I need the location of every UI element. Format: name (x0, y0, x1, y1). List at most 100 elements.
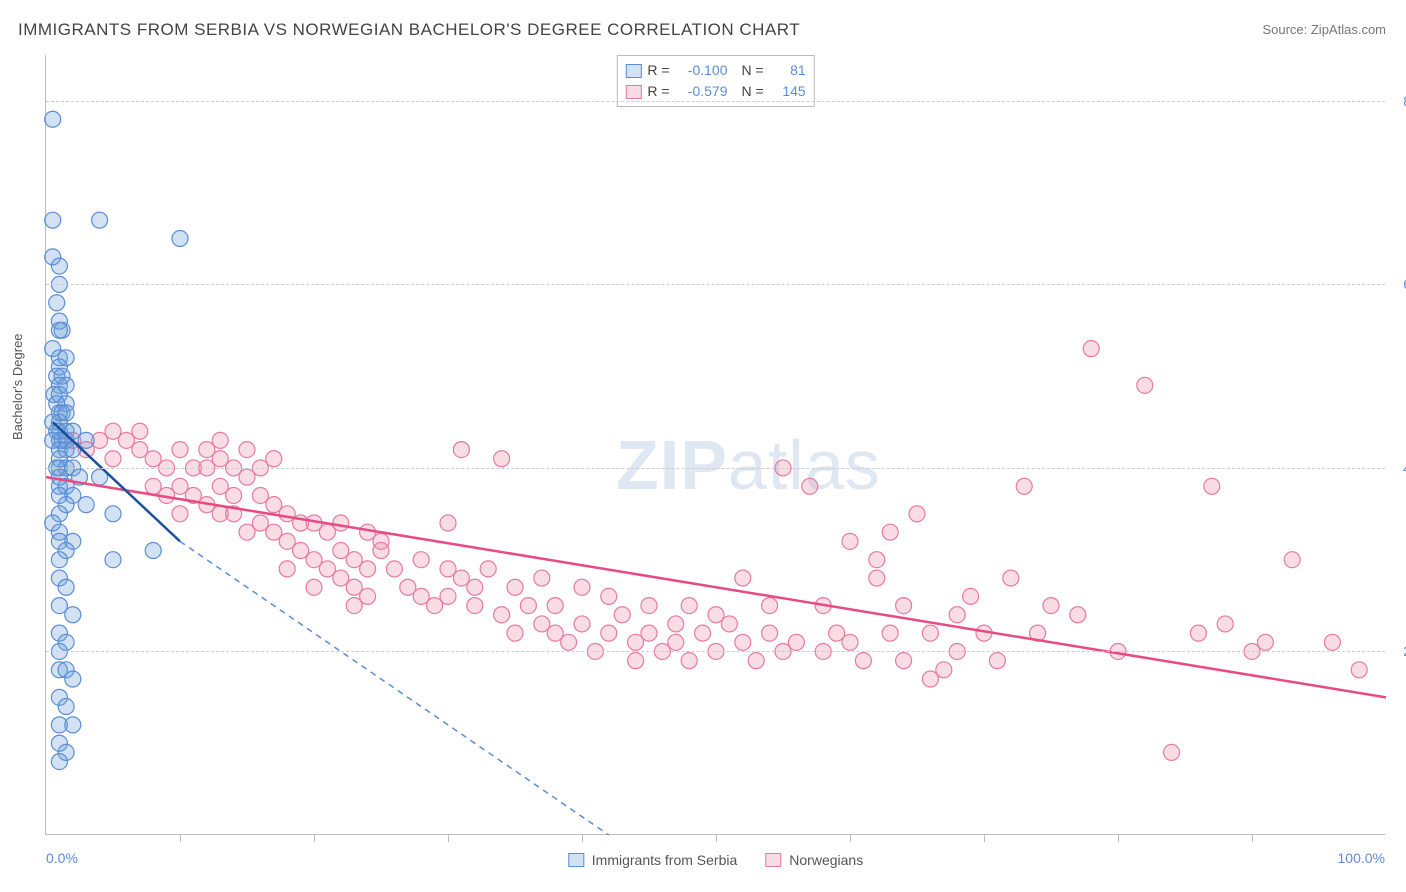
data-point (561, 634, 577, 650)
data-point (105, 506, 121, 522)
data-point (936, 662, 952, 678)
x-tick (1252, 834, 1253, 842)
data-point (1190, 625, 1206, 641)
data-point (413, 552, 429, 568)
data-point (762, 598, 778, 614)
data-point (949, 607, 965, 623)
data-point (360, 588, 376, 604)
data-point (92, 212, 108, 228)
data-point (65, 717, 81, 733)
legend-series: Immigrants from Serbia Norwegians (568, 852, 863, 868)
data-point (494, 451, 510, 467)
gridline-y (46, 284, 1385, 285)
data-point (641, 598, 657, 614)
data-point (869, 552, 885, 568)
data-point (45, 111, 61, 127)
legend-label-series2: Norwegians (789, 852, 863, 868)
legend-swatch-series2 (625, 85, 641, 99)
data-point (1257, 634, 1273, 650)
data-point (105, 451, 121, 467)
data-point (1284, 552, 1300, 568)
data-point (507, 579, 523, 595)
data-point (963, 588, 979, 604)
data-point (467, 579, 483, 595)
data-point (681, 598, 697, 614)
plot-area: ZIPatlas R = -0.100 N = 81 R = -0.579 N … (45, 55, 1385, 835)
data-point (78, 432, 94, 448)
data-point (882, 625, 898, 641)
data-point (172, 506, 188, 522)
data-point (453, 442, 469, 458)
data-point (1016, 478, 1032, 494)
data-point (802, 478, 818, 494)
data-point (507, 625, 523, 641)
data-point (306, 579, 322, 595)
data-point (51, 754, 67, 770)
gridline-y (46, 468, 1385, 469)
data-point (212, 432, 228, 448)
x-tick (1118, 834, 1119, 842)
data-point (494, 607, 510, 623)
data-point (735, 570, 751, 586)
data-point (896, 598, 912, 614)
data-point (373, 533, 389, 549)
x-tick (850, 834, 851, 842)
data-point (534, 570, 550, 586)
data-point (842, 533, 858, 549)
data-point (869, 570, 885, 586)
data-point (788, 634, 804, 650)
x-tick (984, 834, 985, 842)
x-tick (314, 834, 315, 842)
data-point (1137, 377, 1153, 393)
data-point (49, 295, 65, 311)
data-point (614, 607, 630, 623)
data-point (239, 442, 255, 458)
data-point (105, 552, 121, 568)
data-point (226, 487, 242, 503)
data-point (45, 212, 61, 228)
data-point (58, 699, 74, 715)
data-point (922, 625, 938, 641)
data-point (172, 442, 188, 458)
data-point (58, 579, 74, 595)
data-point (1070, 607, 1086, 623)
data-point (480, 561, 496, 577)
data-point (909, 506, 925, 522)
data-point (440, 515, 456, 531)
data-point (547, 598, 563, 614)
data-point (989, 653, 1005, 669)
data-point (762, 625, 778, 641)
data-point (1351, 662, 1367, 678)
data-point (1083, 341, 1099, 357)
data-point (65, 607, 81, 623)
data-point (882, 524, 898, 540)
data-point (695, 625, 711, 641)
legend-swatch-series1-bottom (568, 853, 584, 867)
data-point (467, 598, 483, 614)
chart-title: IMMIGRANTS FROM SERBIA VS NORWEGIAN BACH… (18, 20, 800, 40)
gridline-y (46, 101, 1385, 102)
source-label: Source: ZipAtlas.com (1262, 22, 1386, 37)
data-point (668, 616, 684, 632)
data-point (641, 625, 657, 641)
y-axis-label: Bachelor's Degree (10, 333, 25, 440)
data-point (266, 451, 282, 467)
data-point (855, 653, 871, 669)
legend-swatch-series2-bottom (765, 853, 781, 867)
data-point (51, 258, 67, 274)
data-point (65, 671, 81, 687)
data-point (681, 653, 697, 669)
data-point (360, 561, 376, 577)
data-point (721, 616, 737, 632)
data-point (1204, 478, 1220, 494)
x-tick (448, 834, 449, 842)
data-point (333, 515, 349, 531)
data-point (172, 231, 188, 247)
data-point (440, 588, 456, 604)
x-axis-max-label: 100.0% (1338, 850, 1385, 866)
legend-swatch-series1 (625, 64, 641, 78)
data-point (601, 625, 617, 641)
data-point (1324, 634, 1340, 650)
data-point (574, 579, 590, 595)
data-point (1217, 616, 1233, 632)
